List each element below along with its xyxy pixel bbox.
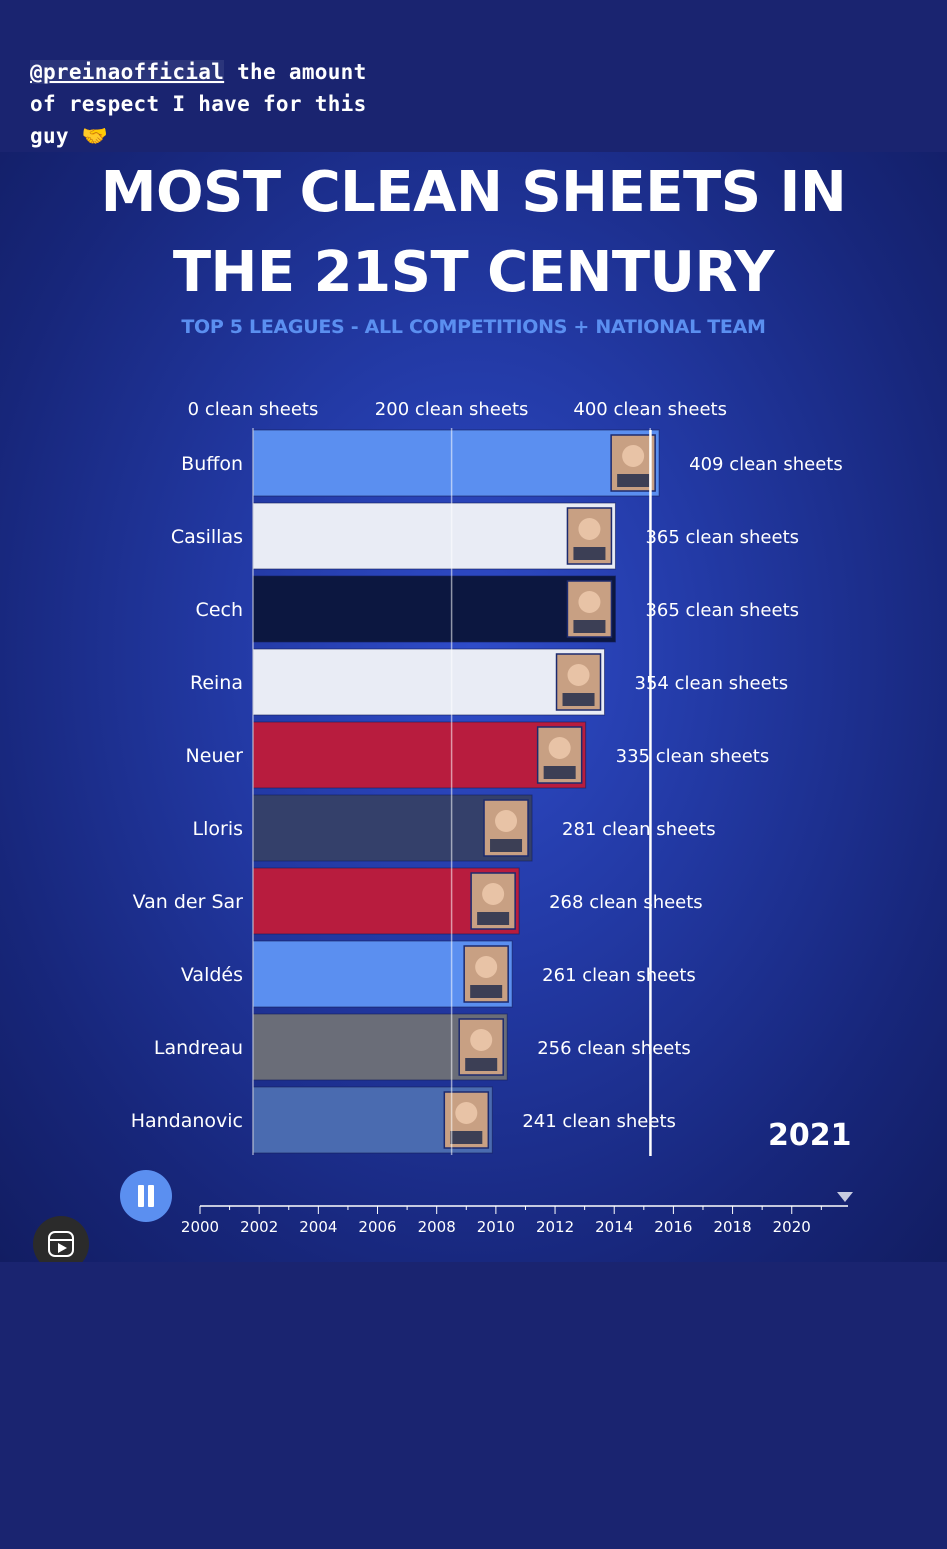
bar <box>252 502 616 570</box>
chart-title-line2: THE 21ST CENTURY <box>172 240 775 305</box>
player-avatar-face <box>567 664 590 686</box>
chart-subtitle: TOP 5 LEAGUES - ALL COMPETITIONS + NATIO… <box>181 316 766 338</box>
timeline-label: 2010 <box>477 1218 515 1236</box>
timeline-label: 2014 <box>595 1218 633 1236</box>
player-avatar-shoulders <box>543 766 576 779</box>
value-label: 409 clean sheets <box>689 454 843 475</box>
timeline-label: 2008 <box>418 1218 456 1236</box>
timeline-label: 2004 <box>299 1218 337 1236</box>
category-label: Cech <box>196 599 243 621</box>
story-media[interactable]: MOST CLEAN SHEETS IN THE 21ST CENTURY TO… <box>0 152 947 1262</box>
category-label: Reina <box>190 672 243 694</box>
caption-text-2: of respect I have for this <box>30 92 367 116</box>
chart-title-line1: MOST CLEAN SHEETS IN <box>100 160 847 225</box>
player-avatar-face <box>482 883 505 905</box>
timeline-label: 2018 <box>713 1218 751 1236</box>
value-label: 241 clean sheets <box>522 1111 676 1132</box>
value-label: 365 clean sheets <box>645 527 799 548</box>
value-label: 268 clean sheets <box>549 892 703 913</box>
player-avatar-shoulders <box>617 474 650 487</box>
reels-icon[interactable] <box>33 1216 89 1262</box>
x-tick-label: 400 clean sheets <box>573 399 727 420</box>
player-avatar-shoulders <box>562 693 595 706</box>
bar <box>252 648 606 716</box>
timeline-label: 2000 <box>181 1218 219 1236</box>
player-avatar-face <box>455 1102 478 1124</box>
bar <box>252 721 587 789</box>
reels-icon-frame <box>48 1231 74 1257</box>
pause-icon-bar-left <box>138 1185 144 1207</box>
category-label: Valdés <box>181 964 243 986</box>
bar-chart: 0 clean sheets 200 clean sheets 400 clean … <box>131 399 853 1236</box>
player-avatar-shoulders <box>573 547 606 560</box>
player-avatar-face <box>475 956 498 978</box>
value-label: 256 clean sheets <box>537 1038 691 1059</box>
year-label: 2021 <box>768 1118 852 1153</box>
value-label: 261 clean sheets <box>542 965 696 986</box>
player-avatar-face <box>578 518 601 540</box>
category-label: Landreau <box>154 1037 243 1059</box>
value-label: 354 clean sheets <box>635 673 789 694</box>
category-label: Van der Sar <box>133 891 244 913</box>
caption-text-1: the amount <box>224 60 367 84</box>
bar <box>252 575 616 643</box>
category-label: Lloris <box>193 818 243 840</box>
pause-icon-bar-right <box>148 1185 154 1207</box>
category-label: Neuer <box>186 745 244 767</box>
value-label: 335 clean sheets <box>616 746 770 767</box>
chart-title: MOST CLEAN SHEETS IN <box>0 152 947 234</box>
player-avatar-shoulders <box>490 839 523 852</box>
story-caption: @preinaofficial the amount of respect I … <box>30 56 470 152</box>
category-label: Handanovic <box>131 1110 243 1132</box>
player-avatar-face <box>622 445 645 467</box>
timeline-marker-icon <box>837 1192 853 1202</box>
player-avatar-shoulders <box>450 1131 483 1144</box>
timeline-label: 2006 <box>358 1218 396 1236</box>
timeline-label: 2012 <box>536 1218 574 1236</box>
player-avatar-shoulders <box>470 985 503 998</box>
value-label: 281 clean sheets <box>562 819 716 840</box>
pause-button[interactable] <box>120 1170 172 1222</box>
player-avatar-face <box>495 810 518 832</box>
reels-icon-play <box>58 1243 67 1253</box>
bar <box>252 429 660 497</box>
timeline-label: 2002 <box>240 1218 278 1236</box>
category-label: Casillas <box>171 526 243 548</box>
x-tick-label: 200 clean sheets <box>375 399 529 420</box>
category-label: Buffon <box>181 453 243 475</box>
player-avatar-shoulders <box>573 620 606 633</box>
player-avatar-shoulders <box>465 1058 498 1071</box>
player-avatar-shoulders <box>477 912 510 925</box>
handshake-emoji: 🤝 <box>81 124 109 148</box>
chart-title-2: THE 21ST CENTURY <box>0 232 947 314</box>
value-label: 365 clean sheets <box>645 600 799 621</box>
player-avatar-face <box>548 737 571 759</box>
player-avatar-face <box>470 1029 493 1051</box>
timeline-label: 2016 <box>654 1218 692 1236</box>
timeline-label: 2020 <box>773 1218 811 1236</box>
player-avatar-face <box>578 591 601 613</box>
caption-text-3: guy <box>30 124 69 148</box>
mention-link[interactable]: @preinaofficial <box>30 60 225 84</box>
x-tick-label: 0 clean sheets <box>188 399 319 420</box>
